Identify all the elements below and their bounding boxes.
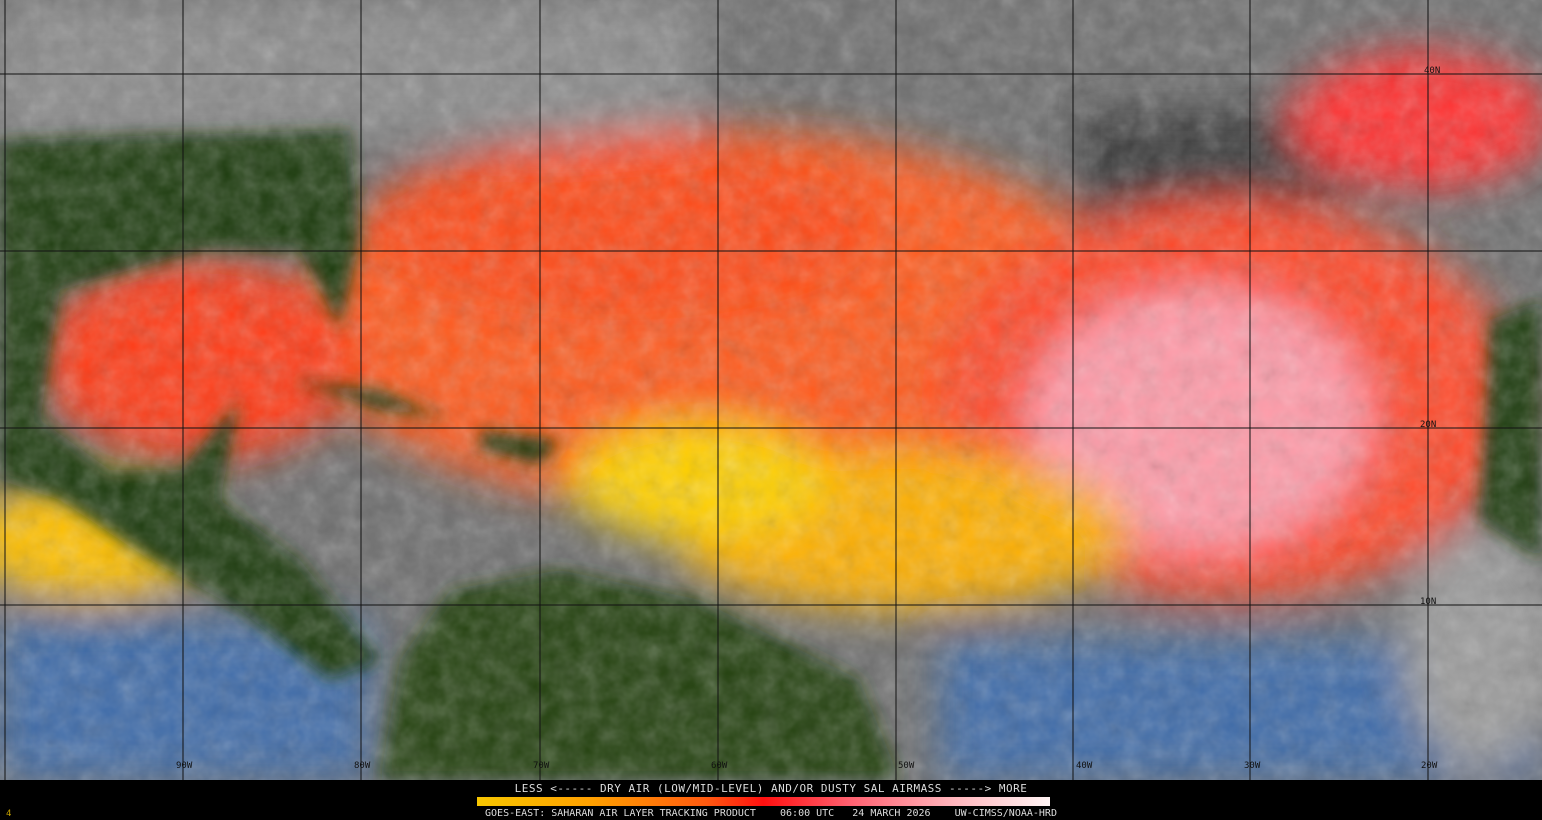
lon-label: 60W [711,761,728,771]
lon-label: 70W [533,761,550,771]
sal-satellite-map: 90W 80W 70W 60W 50W 40W 30W 20W 40N 20N … [0,0,1542,780]
lon-label: 40W [1076,761,1093,771]
lat-label: 10N [1420,597,1436,607]
longitude-labels: 90W 80W 70W 60W 50W 40W 30W 20W [176,761,1438,771]
product-info: GOES-EAST: SAHARAN AIR LAYER TRACKING PR… [485,808,1057,819]
latitude-labels: 40N 20N 10N [1420,66,1440,607]
color-scale-bar [477,797,1050,806]
lon-label: 30W [1244,761,1261,771]
lon-label: 80W [354,761,371,771]
lon-label: 90W [176,761,193,771]
lat-label: 20N [1420,420,1436,430]
lat-label: 40N [1424,66,1440,76]
lon-label: 20W [1421,761,1438,771]
lon-label: 50W [898,761,915,771]
frame-number: 4 [6,809,12,819]
texture [0,0,1542,780]
lat-lon-grid [0,0,1542,780]
legend-title: LESS <----- DRY AIR (LOW/MID-LEVEL) AND/… [514,782,1028,795]
legend-footer: LESS <----- DRY AIR (LOW/MID-LEVEL) AND/… [0,780,1542,820]
